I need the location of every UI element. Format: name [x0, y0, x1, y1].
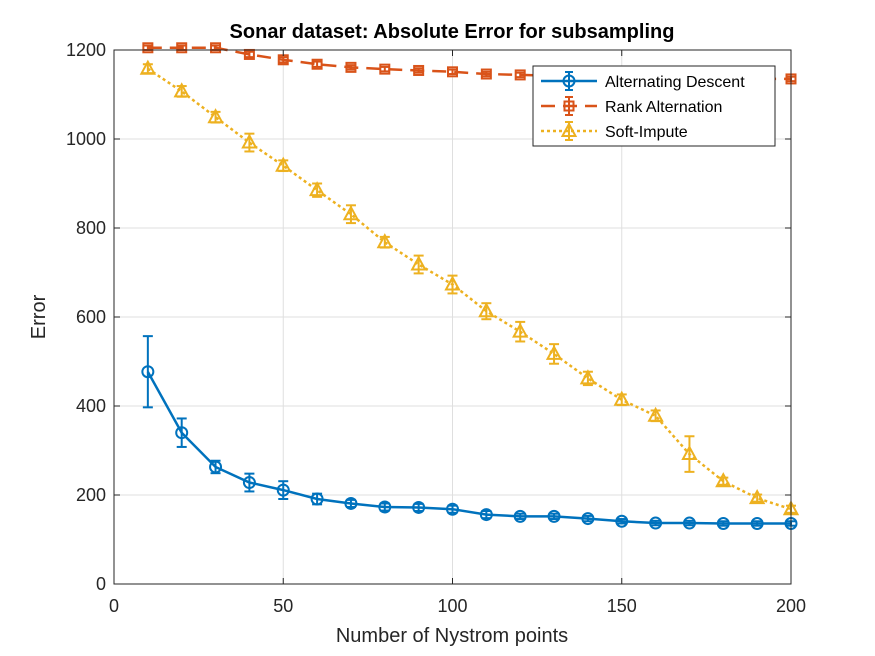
data-point — [344, 496, 358, 510]
data-point — [207, 108, 224, 124]
data-point — [444, 275, 461, 291]
data-point — [345, 61, 357, 73]
data-point — [446, 502, 459, 516]
data-point — [311, 58, 323, 70]
data-point — [175, 426, 189, 440]
data-point — [649, 516, 663, 530]
data-point — [242, 476, 256, 490]
ticks: 0 50 100 150 200 0 200 400 600 800 1000 1200 — [66, 40, 806, 616]
data-point — [276, 483, 290, 497]
data-point — [480, 68, 492, 80]
legend: Alternating Descent Rank Alternation Soft-… — [532, 65, 776, 147]
y-axis-label: Error — [28, 294, 50, 339]
data-point — [715, 472, 732, 488]
data-point — [513, 509, 527, 523]
y-tick-label: 1200 — [66, 40, 106, 60]
data-point — [412, 500, 426, 514]
data-point — [647, 406, 664, 422]
data-point — [613, 390, 630, 406]
legend-item-2: Soft-Impute — [541, 121, 688, 141]
y-tick-label: 200 — [76, 485, 106, 505]
data-point — [173, 82, 190, 98]
data-point — [139, 59, 157, 75]
x-tick-label: 100 — [437, 596, 467, 616]
data-point — [376, 233, 393, 249]
data-point — [681, 444, 698, 461]
data-point — [478, 302, 495, 318]
legend-marker — [563, 100, 575, 112]
data-point — [547, 509, 561, 523]
data-point — [210, 42, 222, 54]
data-point — [682, 516, 696, 530]
data-point — [379, 63, 391, 75]
data-point — [141, 365, 155, 379]
y-tick-label: 600 — [76, 307, 106, 327]
data-point — [514, 69, 526, 81]
data-point — [209, 460, 223, 474]
data-point — [479, 508, 493, 522]
data-point — [378, 500, 392, 514]
x-axis-label: Number of Nystrom points — [336, 625, 568, 647]
legend-label: Alternating Descent — [605, 74, 745, 91]
series-2 — [139, 59, 800, 516]
legend-label: Rank Alternation — [605, 99, 722, 116]
data-point — [545, 344, 563, 360]
data-point — [615, 514, 629, 528]
data-point — [310, 492, 324, 506]
x-tick-label: 50 — [273, 596, 293, 616]
y-tick-label: 0 — [96, 574, 106, 594]
legend-item-1: Rank Alternation — [541, 96, 722, 116]
legend-marker — [562, 74, 576, 88]
data-point — [176, 42, 188, 54]
x-tick-label: 200 — [776, 596, 806, 616]
x-tick-label: 0 — [109, 596, 119, 616]
data-point — [342, 205, 360, 221]
series-0 — [141, 335, 798, 530]
y-tick-label: 800 — [76, 218, 106, 238]
data-point — [748, 489, 766, 505]
legend-label: Soft-Impute — [605, 124, 688, 141]
legend-marker — [560, 121, 578, 137]
data-point — [413, 64, 425, 76]
data-point — [579, 369, 597, 385]
data-point — [581, 512, 595, 526]
y-tick-label: 400 — [76, 396, 106, 416]
data-point — [447, 66, 458, 78]
data-point — [275, 156, 292, 172]
legend-item-0: Alternating Descent — [541, 71, 745, 91]
data-point — [308, 181, 326, 197]
data-point — [750, 516, 764, 530]
data-point — [410, 255, 427, 271]
data-point — [716, 516, 730, 530]
data-point — [512, 322, 529, 338]
x-tick-label: 150 — [607, 596, 637, 616]
chart-title: Sonar dataset: Absolute Error for subsam… — [230, 21, 675, 43]
y-tick-label: 1000 — [66, 129, 106, 149]
data-point — [241, 133, 258, 149]
data-point — [142, 42, 154, 54]
